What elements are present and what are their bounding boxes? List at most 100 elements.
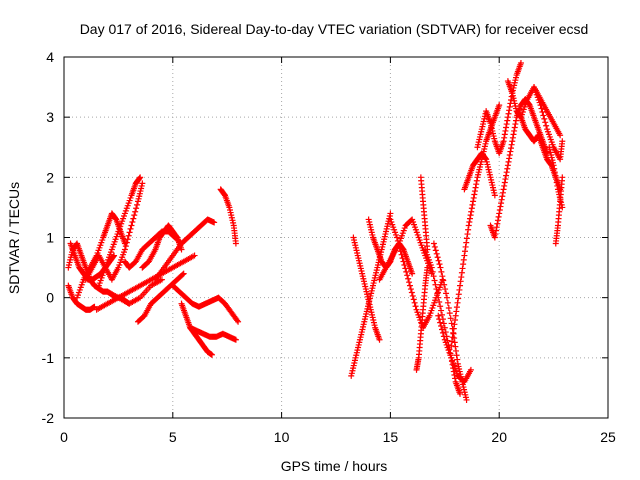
data-point: [401, 262, 408, 269]
data-point: [512, 121, 519, 128]
data-marks: [65, 60, 566, 403]
data-point: [457, 390, 464, 397]
data-point: [466, 219, 473, 226]
data-point: [439, 273, 446, 280]
data-point: [541, 115, 548, 122]
data-point: [431, 277, 438, 284]
data-point: [438, 323, 445, 330]
series-track-28: [461, 150, 498, 199]
data-point: [442, 286, 449, 293]
data-point: [439, 326, 446, 333]
y-tick-label: 0: [46, 290, 54, 306]
data-point: [393, 234, 400, 241]
data-point: [439, 311, 446, 318]
data-point: [470, 198, 477, 205]
data-point: [448, 338, 455, 345]
data-point: [468, 208, 475, 215]
data-point: [495, 213, 502, 220]
data-point: [123, 239, 130, 246]
data-point: [132, 208, 139, 215]
data-point: [454, 356, 461, 363]
data-point: [510, 131, 517, 138]
data-point: [409, 270, 416, 277]
data-point: [452, 347, 459, 354]
data-point: [440, 277, 447, 284]
data-point: [469, 201, 476, 208]
data-point: [438, 307, 445, 314]
data-point: [428, 264, 435, 271]
series-track-16: [217, 186, 239, 247]
data-point: [462, 243, 469, 250]
data-point: [538, 105, 545, 112]
data-point: [553, 179, 560, 186]
data-point: [465, 226, 472, 233]
data-point: [396, 244, 403, 251]
data-point: [130, 215, 137, 222]
data-point: [465, 222, 472, 229]
data-point: [404, 272, 411, 279]
data-point: [232, 240, 239, 247]
data-point: [470, 194, 477, 201]
data-point: [447, 315, 454, 322]
data-point: [552, 172, 559, 179]
data-point: [398, 251, 405, 258]
data-point: [450, 329, 457, 336]
data-point: [402, 265, 409, 272]
data-point: [443, 290, 450, 297]
data-point: [429, 268, 436, 275]
data-point: [494, 220, 501, 227]
data-point: [387, 210, 394, 217]
data-point: [463, 239, 470, 246]
y-tick-label: 3: [46, 109, 54, 125]
data-point: [459, 265, 466, 272]
y-tick-label: 1: [46, 230, 54, 246]
data-point: [550, 162, 557, 169]
data-point: [437, 303, 444, 310]
data-point: [467, 212, 474, 219]
series-track-06: [95, 174, 144, 289]
data-point: [455, 295, 462, 302]
data-point: [506, 107, 513, 114]
data-point: [471, 191, 478, 198]
data-point: [376, 336, 383, 343]
data-point: [458, 269, 465, 276]
data-point: [494, 217, 501, 224]
series-track-22: [413, 264, 431, 373]
data-point: [460, 261, 467, 268]
data-point: [127, 225, 134, 232]
data-point: [482, 155, 489, 162]
series-track-15: [187, 324, 239, 343]
series-track-33: [531, 84, 566, 163]
data-point: [395, 241, 402, 248]
data-point: [508, 141, 515, 148]
data-point: [441, 281, 448, 288]
data-point: [457, 282, 464, 289]
data-point: [512, 117, 519, 124]
data-point: [559, 138, 566, 145]
data-point: [453, 308, 460, 315]
data-point: [432, 281, 439, 288]
data-point: [432, 247, 439, 254]
data-point: [126, 229, 133, 236]
data-point: [452, 317, 459, 324]
data-point: [430, 240, 437, 247]
data-point: [504, 162, 511, 169]
data-point: [450, 325, 457, 332]
y-tick-label: 4: [46, 49, 54, 65]
y-tick-label: 2: [46, 169, 54, 185]
data-point: [452, 343, 459, 350]
data-point: [492, 231, 499, 238]
data-point: [503, 124, 510, 131]
data-point: [466, 215, 473, 222]
data-point: [449, 334, 456, 341]
data-point: [125, 232, 132, 239]
data-point: [434, 290, 441, 297]
series-track-30: [487, 96, 551, 241]
data-point: [559, 174, 566, 181]
data-point: [499, 193, 506, 200]
data-point: [454, 299, 461, 306]
data-point: [504, 165, 511, 172]
data-point: [435, 312, 442, 319]
data-point: [496, 210, 503, 217]
